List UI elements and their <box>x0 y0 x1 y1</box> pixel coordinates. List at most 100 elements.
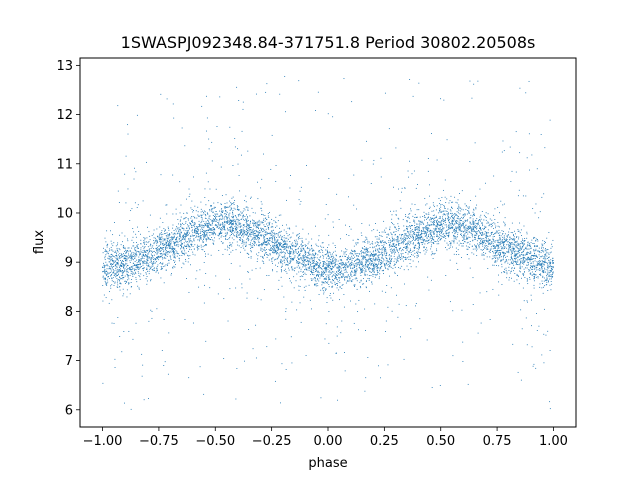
scatter-point <box>248 329 250 330</box>
scatter-point <box>354 270 356 272</box>
scatter-point <box>437 212 439 214</box>
data-point <box>440 224 442 226</box>
scatter-point <box>241 130 243 132</box>
scatter-point <box>289 262 291 264</box>
scatter-point <box>246 214 247 216</box>
scatter-point <box>398 303 400 305</box>
scatter-point <box>418 261 419 263</box>
scatter-point <box>214 232 215 234</box>
scatter-point <box>513 270 514 272</box>
scatter-point <box>122 295 124 297</box>
scatter-point <box>227 220 229 221</box>
scatter-point <box>254 238 256 240</box>
scatter-point <box>351 253 353 255</box>
scatter-point <box>374 253 376 255</box>
scatter-point <box>124 280 126 282</box>
scatter-point <box>144 238 146 240</box>
scatter-point <box>242 229 244 231</box>
scatter-point <box>205 230 207 232</box>
scatter-point <box>385 262 387 264</box>
scatter-point <box>418 242 420 244</box>
scatter-point <box>474 222 476 224</box>
scatter-point <box>229 212 231 214</box>
scatter-point <box>418 234 420 236</box>
scatter-point <box>170 242 172 244</box>
scatter-point <box>393 260 395 262</box>
scatter-point <box>148 231 150 233</box>
scatter-point <box>518 252 520 254</box>
scatter-point <box>455 254 457 256</box>
scatter-point <box>428 289 430 291</box>
scatter-point <box>456 211 458 213</box>
scatter-point <box>194 254 196 256</box>
scatter-point <box>134 270 135 272</box>
scatter-point <box>198 245 200 247</box>
scatter-point <box>446 230 447 232</box>
scatter-point <box>384 263 386 265</box>
scatter-point <box>371 253 372 255</box>
scatter-point <box>326 266 328 268</box>
scatter-point <box>208 215 210 217</box>
scatter-point <box>476 204 478 206</box>
scatter-point <box>414 256 416 258</box>
scatter-point <box>163 257 165 259</box>
scatter-point <box>114 367 116 368</box>
scatter-point <box>493 234 495 236</box>
scatter-point <box>512 250 514 252</box>
scatter-point <box>455 221 457 223</box>
scatter-point <box>311 258 313 260</box>
scatter-point <box>203 220 205 222</box>
scatter-point <box>274 249 276 251</box>
scatter-point <box>134 252 136 254</box>
scatter-point <box>197 227 199 229</box>
scatter-point <box>233 204 235 205</box>
scatter-point <box>521 245 523 247</box>
scatter-point <box>253 242 255 244</box>
scatter-point <box>529 266 531 268</box>
scatter-point <box>358 299 360 301</box>
scatter-point <box>379 266 381 268</box>
scatter-point <box>291 282 292 284</box>
scatter-point <box>123 265 125 267</box>
scatter-point <box>124 258 126 260</box>
scatter-point <box>125 282 126 284</box>
scatter-point <box>160 174 162 176</box>
scatter-point <box>136 207 138 208</box>
scatter-point <box>104 266 106 268</box>
scatter-point <box>310 258 312 260</box>
scatter-point <box>549 401 551 403</box>
scatter-point <box>431 218 433 219</box>
scatter-point <box>406 235 408 237</box>
data-point <box>147 256 149 258</box>
scatter-point <box>103 278 105 280</box>
scatter-point <box>537 263 539 265</box>
scatter-point <box>486 245 488 247</box>
scatter-point <box>530 264 532 266</box>
scatter-point <box>197 233 199 235</box>
scatter-point <box>132 236 134 238</box>
scatter-point <box>161 243 163 245</box>
scatter-point <box>143 237 145 239</box>
scatter-point <box>339 272 340 274</box>
scatter-point <box>365 377 367 379</box>
scatter-point <box>162 244 164 246</box>
scatter-point <box>310 267 312 269</box>
scatter-point <box>239 236 241 238</box>
scatter-point <box>236 368 238 369</box>
scatter-point <box>170 237 172 238</box>
scatter-point <box>490 243 492 245</box>
scatter-point <box>131 256 133 258</box>
scatter-point <box>294 239 295 241</box>
scatter-point <box>176 252 178 254</box>
scatter-point <box>311 279 313 281</box>
scatter-point <box>428 212 430 214</box>
scatter-point <box>516 237 518 238</box>
scatter-point <box>393 245 395 247</box>
scatter-point <box>166 232 168 234</box>
scatter-point <box>495 230 497 232</box>
scatter-point <box>551 283 553 285</box>
scatter-point <box>369 271 371 273</box>
scatter-point <box>236 229 237 231</box>
scatter-point <box>120 264 122 266</box>
scatter-point <box>128 253 129 255</box>
